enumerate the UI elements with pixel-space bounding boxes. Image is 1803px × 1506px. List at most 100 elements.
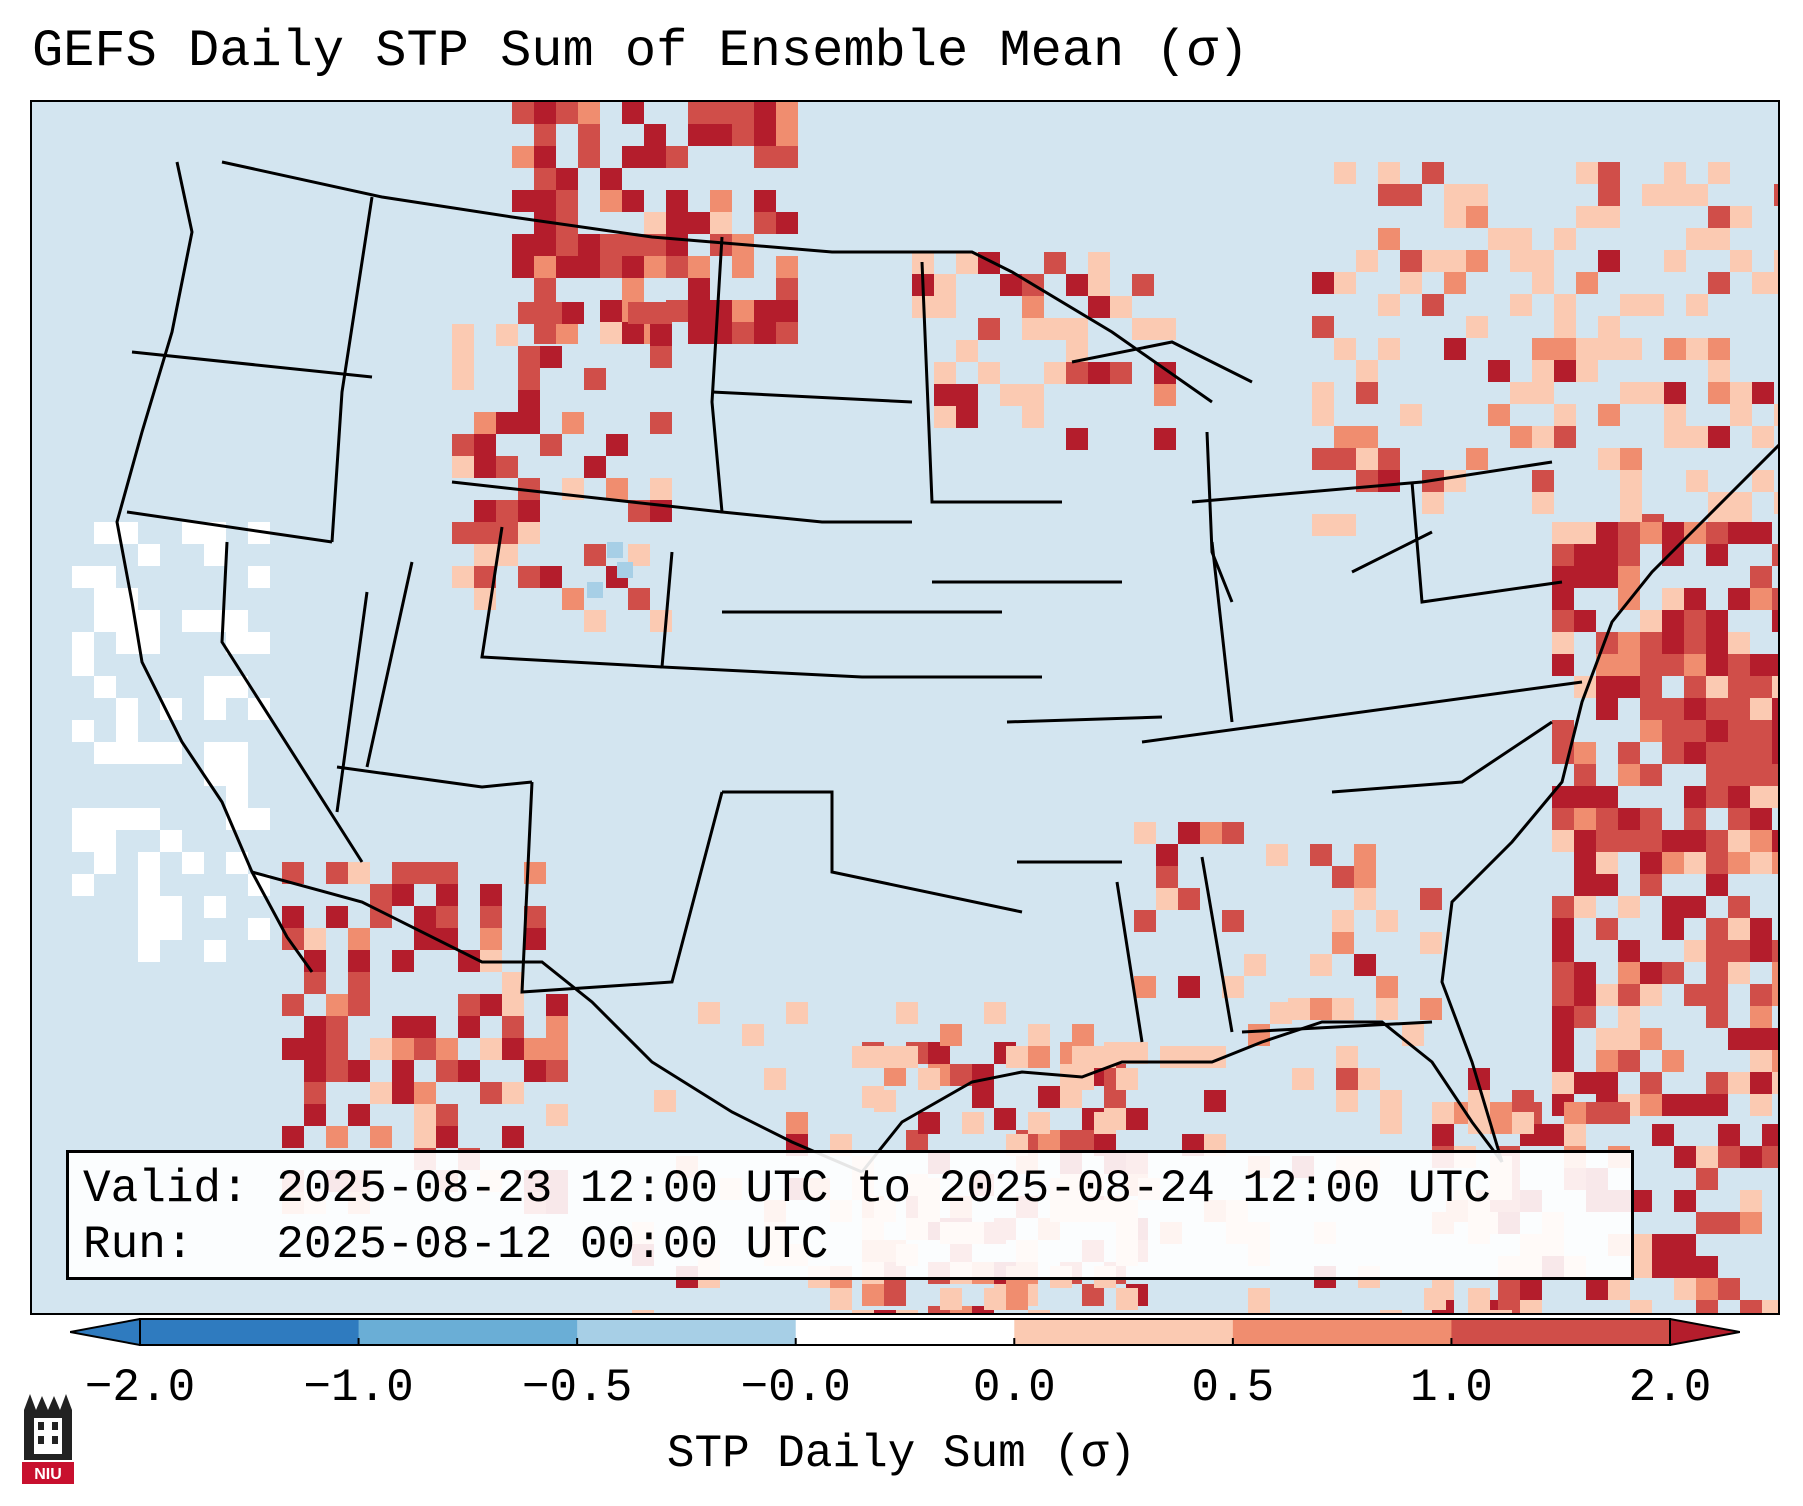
stp-cell (1596, 830, 1618, 852)
niu-logo-text: NIU (34, 1466, 62, 1483)
stp-cell (1728, 522, 1750, 544)
stp-cell (1750, 984, 1772, 1006)
stp-cell (1750, 918, 1772, 940)
stp-cell (1598, 316, 1620, 338)
stp-cell (1762, 1300, 1778, 1313)
stp-cell (1598, 206, 1620, 228)
stp-cell (1134, 822, 1156, 844)
stp-cell (1652, 1234, 1674, 1256)
stp-cell (1630, 1256, 1652, 1278)
stp-cell (1706, 786, 1728, 808)
stp-cell (1772, 764, 1778, 786)
stp-cell (370, 1038, 392, 1060)
stp-cell (414, 1082, 436, 1104)
mt-wy (451, 480, 723, 514)
stp-cell (918, 1112, 940, 1134)
stp-cell (518, 478, 540, 500)
stp-cell (1630, 1234, 1652, 1256)
stp-cell (1640, 808, 1662, 830)
colorbar-label: STP Daily Sum (σ) (666, 1428, 1137, 1480)
stp-cell (1156, 844, 1178, 866)
stp-cell (1178, 822, 1200, 844)
stp-cell (1618, 764, 1640, 786)
stp-cell (1684, 1094, 1706, 1116)
stp-cell (1126, 1108, 1148, 1130)
stp-cell (1708, 228, 1730, 250)
stp-cell (1000, 384, 1022, 406)
stp-cell (650, 302, 672, 324)
stp-cell (1532, 250, 1554, 272)
stp-cell (1310, 998, 1332, 1020)
stp-cell (326, 994, 348, 1016)
stp-cell (666, 256, 688, 278)
stp-cell (1686, 184, 1708, 206)
colorbar-segment (140, 1319, 360, 1345)
stp-cell (1596, 544, 1618, 566)
us-mexico-border (251, 870, 863, 1174)
stp-cell (786, 1112, 808, 1134)
stp-cell (1696, 1168, 1718, 1190)
stp-cell (1532, 338, 1554, 360)
stp-cell (518, 566, 540, 588)
stp-cell (1088, 296, 1110, 318)
stp-cell (1336, 1090, 1358, 1112)
stp-cell (1154, 384, 1176, 406)
valid-label: Valid: (83, 1163, 249, 1215)
stp-cell (650, 412, 672, 434)
stp-cell (512, 146, 534, 168)
stp-cell (556, 212, 578, 234)
stp-cell (562, 412, 584, 434)
stp-cell (72, 874, 94, 896)
stp-cell (776, 300, 798, 322)
stp-cell (1640, 720, 1662, 742)
stp-cell (754, 190, 776, 212)
stp-cell (632, 1310, 654, 1313)
stp-cell (1728, 632, 1750, 654)
stp-cell (584, 544, 606, 566)
stp-cell (94, 830, 116, 852)
stp-cell (1618, 940, 1640, 962)
stp-cell (1552, 1006, 1574, 1028)
stp-cell (1696, 1300, 1718, 1313)
stp-cell (1620, 382, 1642, 404)
stp-cell (1576, 360, 1598, 382)
stp-cell (1574, 610, 1596, 632)
stp-cell (1772, 544, 1778, 566)
stp-cell (1718, 1124, 1740, 1146)
stp-cell (1596, 1028, 1618, 1050)
stp-cell (1332, 932, 1354, 954)
stp-cell (1730, 404, 1752, 426)
stp-cell (1586, 1278, 1608, 1300)
stp-cell (226, 676, 248, 698)
stp-cell (1498, 1278, 1520, 1300)
stp-cell (1332, 910, 1354, 932)
stp-cell (1356, 250, 1378, 272)
stp-cell (1696, 1212, 1718, 1234)
stp-cell (348, 994, 370, 1016)
stp-cell (226, 764, 248, 786)
stp-cell (1730, 206, 1752, 228)
stp-cell (1596, 698, 1618, 720)
stp-cell (348, 862, 370, 884)
ut-border (335, 591, 369, 813)
stp-cell (1116, 1068, 1138, 1090)
stp-cell (1684, 896, 1706, 918)
stp-cell (1684, 786, 1706, 808)
stp-cell (578, 256, 600, 278)
stp-cell (862, 1284, 884, 1306)
stp-cell (1468, 1310, 1490, 1313)
stp-cell (1066, 318, 1088, 340)
stp-cell (1104, 1086, 1126, 1108)
ok-tx (722, 790, 1023, 914)
stp-cell (688, 124, 710, 146)
stp-cell (1662, 962, 1684, 984)
stp-cell (1466, 448, 1488, 470)
stp-cell (138, 896, 160, 918)
stp-cell (606, 434, 628, 456)
stp-cell (1060, 1086, 1082, 1108)
stp-cell (754, 146, 776, 168)
stp-cell (1640, 962, 1662, 984)
stp-cell (518, 368, 540, 390)
stp-cell (72, 654, 94, 676)
stp-cell (540, 302, 562, 324)
